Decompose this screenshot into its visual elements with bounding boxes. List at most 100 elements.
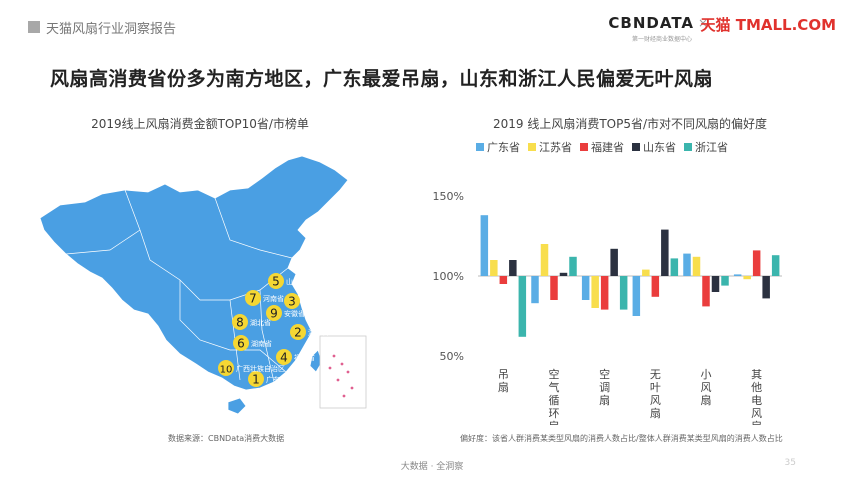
preference-definition-note: 偏好度：该省人群消费某类型风扇的消费人数占比/整体人群消费某类型风扇的消费人数占… <box>460 434 783 443</box>
cbndata-logo: CBNDATA <box>608 14 694 32</box>
data-source-note: 数据来源：CBNData消费大数据 <box>168 434 285 443</box>
island-dot <box>346 370 350 374</box>
bar <box>600 276 609 310</box>
legend-item: 山东省 <box>632 139 676 155</box>
bar <box>721 276 729 286</box>
report-title: 天猫风扇行业洞察报告 <box>46 22 177 37</box>
x-label-char: 扇 <box>751 419 762 425</box>
island-dot <box>336 378 340 382</box>
bar <box>619 276 628 310</box>
legend-label: 江苏省 <box>539 141 572 154</box>
rank-number: 4 <box>280 351 288 365</box>
bar <box>531 276 539 304</box>
province-border <box>65 229 141 255</box>
tmall-logo: 天猫 TMALL.COM <box>700 16 837 34</box>
footer-slogan: 大数据 · 全洞察 <box>400 462 464 472</box>
bar <box>581 276 590 300</box>
island-dot <box>328 366 332 370</box>
x-label-char: 扇 <box>701 393 712 407</box>
bar <box>509 260 517 276</box>
province-name: 湖北省 <box>250 318 271 327</box>
x-category-label: 空调扇 <box>599 367 610 407</box>
province-name: 山东省 <box>286 277 307 286</box>
province-name: 广东省 <box>266 375 287 384</box>
x-category-label: 小风扇 <box>701 368 712 407</box>
x-label-char: 他 <box>751 381 762 394</box>
bar <box>651 276 660 297</box>
south-sea-islands-inset <box>328 354 354 398</box>
province-name: 河南省 <box>263 294 284 303</box>
rank-number: 9 <box>270 307 278 321</box>
legend-swatch <box>632 143 640 151</box>
x-label-char: 吊 <box>498 368 509 381</box>
province-rank-badge: 5 山东省 <box>268 273 307 289</box>
bar <box>711 276 720 292</box>
bar <box>591 276 599 308</box>
legend-item: 广东省 <box>476 139 520 155</box>
rank-circle <box>248 371 264 387</box>
bar <box>642 269 650 276</box>
rank-number: 3 <box>288 295 296 309</box>
bar <box>683 253 691 276</box>
y-axis: 150% 100% 50% <box>433 190 464 363</box>
bar <box>752 250 761 276</box>
rank-circle <box>245 290 261 306</box>
rank-circle <box>266 305 282 321</box>
china-mainland-shape <box>39 155 349 391</box>
brand-separator: × <box>697 16 708 30</box>
x-label-char: 调 <box>599 381 610 394</box>
province-rank-badge: 8 湖北省 <box>232 314 271 330</box>
rank-number: 5 <box>272 275 280 289</box>
bar <box>610 248 618 276</box>
x-label-char: 其 <box>751 368 762 381</box>
x-axis-labels: 吊扇空气循环扇空调扇无叶风扇小风扇其他电风扇 <box>498 367 762 425</box>
x-label-char: 扇 <box>549 419 560 425</box>
preference-bar-chart: 150%100%50% 吊扇空气循环扇空调扇无叶风扇小风扇其他电风扇 <box>433 190 782 425</box>
rank-circle <box>268 273 284 289</box>
province-name: 广西壮族自治区 <box>236 364 285 373</box>
province-rank-badge: 3 江苏省 <box>284 293 323 309</box>
y-tick-label: 100% <box>433 270 464 283</box>
island-dot <box>342 394 346 398</box>
x-label-char: 扇 <box>650 406 661 420</box>
x-label-char: 空 <box>599 367 610 381</box>
cbndata-subtitle: 第一财经商业数据中心 <box>631 36 692 43</box>
province-rank-badge: 1 广东省 <box>248 371 287 387</box>
island-dot <box>350 386 354 390</box>
province-rank-badge: 4 福建省 <box>276 349 315 365</box>
x-label-char: 风 <box>751 407 762 420</box>
x-category-label: 吊扇 <box>498 368 509 394</box>
legend-item: 福建省 <box>580 139 624 155</box>
bar <box>540 244 549 276</box>
province-name: 安徽省 <box>284 309 305 318</box>
x-category-label: 空气循环扇 <box>549 367 560 425</box>
x-label-char: 循 <box>549 394 560 407</box>
legend-swatch <box>528 143 536 151</box>
rank-circle <box>276 349 292 365</box>
legend-item: 江苏省 <box>528 139 572 155</box>
province-rank-badge: 7 河南省 <box>245 290 284 306</box>
bar <box>733 274 742 276</box>
south-sea-inset-frame <box>319 335 367 409</box>
province-border <box>259 289 275 383</box>
bar <box>762 276 770 299</box>
rank-circle <box>218 360 234 376</box>
bar <box>661 229 669 276</box>
x-label-char: 扇 <box>498 380 509 394</box>
hainan-island <box>227 397 247 415</box>
x-label-char: 扇 <box>599 393 610 407</box>
chart-legend: 广东省 江苏省 福建省 山东省 浙江省 <box>476 139 728 155</box>
bar <box>743 276 751 280</box>
chart-title: 2019 线上风扇消费TOP5省/市对不同风扇的偏好度 <box>492 117 768 131</box>
header-square <box>28 21 40 33</box>
bar <box>702 276 710 307</box>
bar <box>499 276 508 284</box>
rank-number: 8 <box>236 316 244 330</box>
x-label-char: 环 <box>549 407 560 420</box>
rank-number: 10 <box>220 365 233 376</box>
bar <box>569 256 577 276</box>
bar <box>771 255 780 276</box>
y-tick-label: 50% <box>440 350 464 363</box>
rank-circle <box>232 314 248 330</box>
